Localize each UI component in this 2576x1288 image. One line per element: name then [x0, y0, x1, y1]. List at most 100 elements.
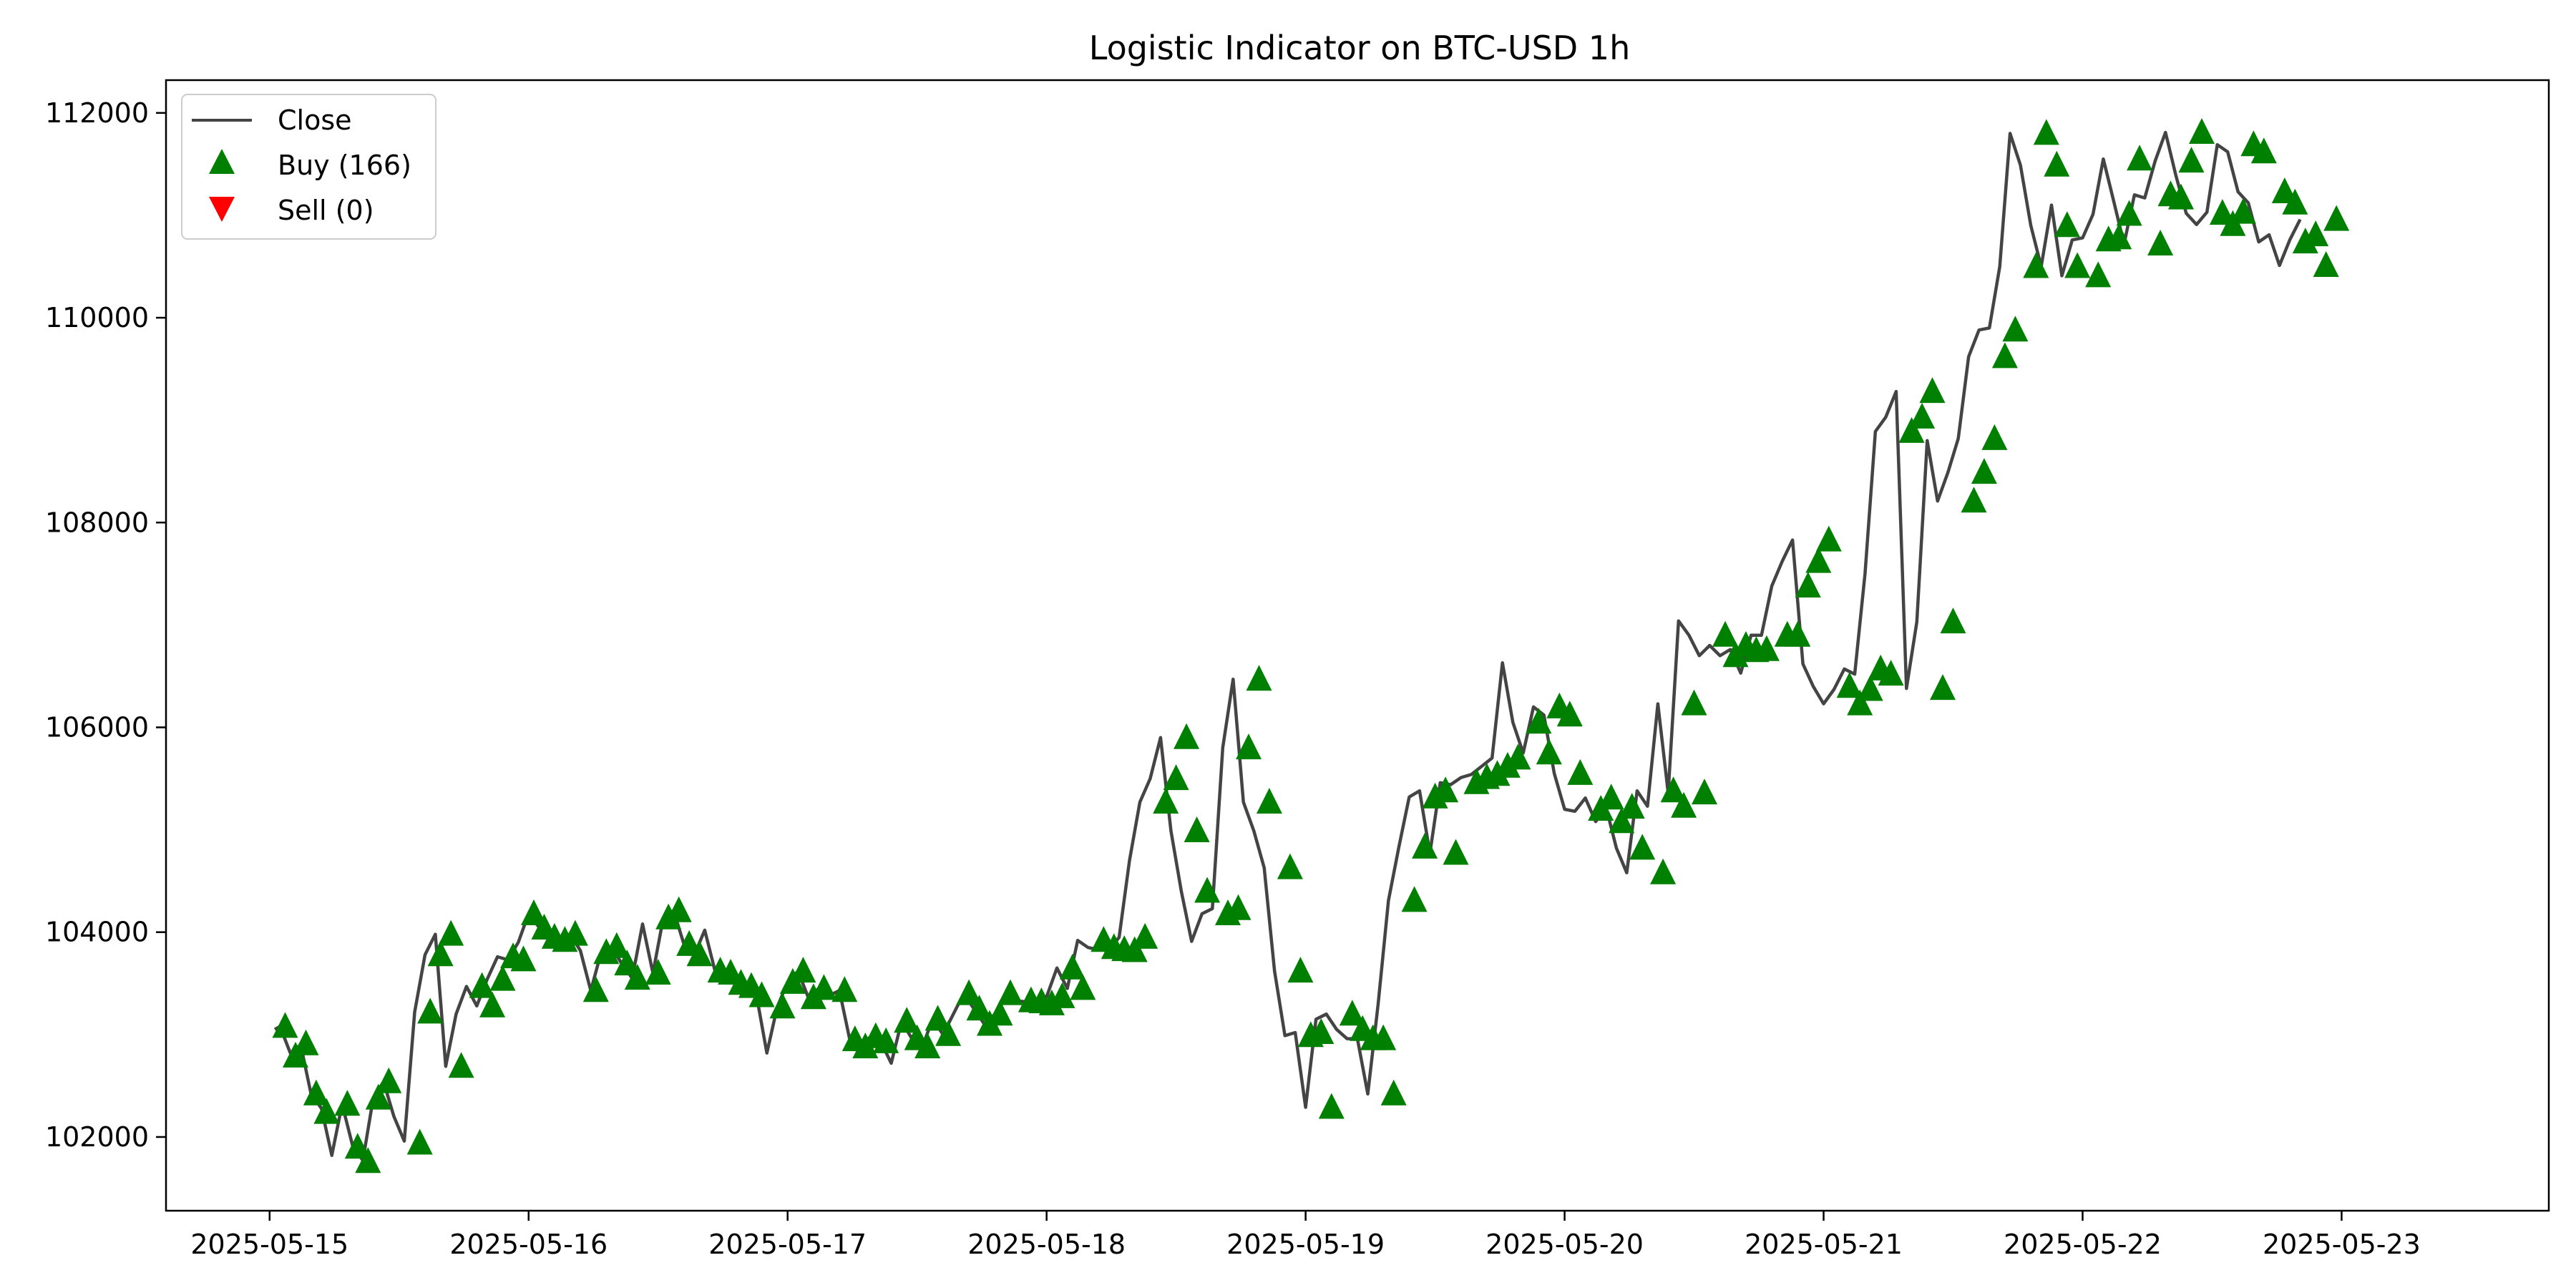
x-tick-label: 2025-05-22: [2004, 1229, 2162, 1260]
buy-marker: [562, 919, 588, 946]
buy-marker: [1795, 572, 1821, 597]
buy-marker: [935, 1020, 962, 1046]
buy-marker: [1629, 834, 1656, 860]
buy-marker: [665, 896, 692, 922]
buy-marker: [1225, 894, 1252, 920]
buy-marker: [1184, 816, 1210, 842]
legend-buy-label: Buy (166): [278, 150, 411, 181]
y-tick-label: 108000: [45, 507, 149, 538]
buy-marker: [1650, 858, 1677, 884]
buy-marker: [1981, 424, 2008, 450]
buy-marker: [2023, 252, 2049, 278]
buy-marker: [2054, 211, 2080, 238]
buy-marker: [997, 979, 1023, 1005]
buy-marker: [686, 940, 713, 967]
buy-marker: [1940, 608, 1966, 634]
x-tick-label: 2025-05-15: [190, 1229, 348, 1260]
buy-marker: [1236, 733, 1262, 760]
x-tick-label: 2025-05-21: [1745, 1229, 1903, 1260]
buy-marker: [406, 1128, 433, 1155]
buy-marker: [790, 957, 816, 983]
buy-marker: [748, 981, 775, 1008]
buy-marker: [1805, 547, 1832, 573]
buy-marker: [914, 1033, 941, 1058]
buy-marker: [624, 964, 650, 990]
buy-marker: [521, 899, 547, 925]
buy-marker: [1132, 922, 1158, 949]
buy-marker: [2002, 316, 2029, 342]
buy-marker: [355, 1147, 381, 1174]
buy-marker: [1370, 1024, 1397, 1050]
buy-marker: [2044, 150, 2070, 177]
buy-marker: [1878, 660, 1904, 686]
buy-marker: [344, 1133, 371, 1159]
buy-marker: [1930, 674, 1956, 701]
buy-marker: [1121, 936, 1148, 962]
buy-marker: [1049, 982, 1075, 1008]
x-tick-label: 2025-05-20: [1485, 1229, 1644, 1260]
x-tick-label: 2025-05-18: [967, 1229, 1126, 1260]
buy-marker: [1753, 635, 1780, 661]
buy-marker: [655, 903, 682, 930]
buy-marker: [2230, 197, 2256, 224]
buy-marker: [1847, 689, 1873, 716]
chart-title: Logistic Indicator on BTC-USD 1h: [1089, 29, 1630, 67]
buy-marker: [987, 1000, 1013, 1026]
buy-marker: [1609, 807, 1635, 834]
buy-marker: [1660, 776, 1687, 803]
buy-marker: [614, 950, 640, 976]
buy-marker: [1380, 1079, 1407, 1106]
buy-marker: [603, 932, 630, 958]
buy-marker: [2323, 205, 2350, 231]
y-tick-label: 110000: [45, 302, 149, 333]
buy-marker: [645, 959, 671, 985]
buy-marker: [1277, 853, 1303, 879]
buy-marker: [1246, 665, 1272, 691]
buy-marker: [1971, 458, 1997, 484]
buy-marker: [1712, 620, 1738, 647]
x-tick-label: 2025-05-17: [708, 1229, 867, 1260]
buy-marker: [1287, 957, 1314, 983]
y-tick-label: 104000: [45, 917, 149, 948]
legend-sell-label: Sell (0): [278, 195, 374, 226]
buy-marker: [2168, 183, 2194, 210]
buy-marker: [1671, 791, 1697, 818]
buy-marker: [510, 945, 537, 972]
buy-marker: [1898, 416, 1925, 443]
buy-marker: [479, 991, 506, 1018]
y-axis: 102000 104000 106000 108000 110000 112000: [45, 97, 166, 1153]
buy-marker: [1038, 989, 1065, 1015]
buy-marker: [1536, 738, 1562, 765]
buy-marker: [365, 1083, 391, 1110]
legend: Close Buy (166) Sell (0): [181, 94, 436, 240]
buy-marker: [1556, 701, 1583, 727]
buy-marker: [894, 1007, 920, 1033]
buy-marker: [376, 1067, 402, 1093]
buy-marker: [1339, 1000, 1365, 1026]
buy-marker: [1153, 788, 1179, 814]
buy-marker: [334, 1090, 361, 1116]
buy-marker: [582, 976, 609, 1002]
buy-marker: [1163, 764, 1189, 791]
buy-marker: [873, 1027, 899, 1053]
buy-marker: [313, 1098, 340, 1124]
buy-marker: [1909, 402, 1936, 429]
x-axis: 2025-05-15 2025-05-16 2025-05-17 2025-05-18…: [190, 1211, 2421, 1260]
buy-marker: [489, 965, 516, 991]
plot-area: [272, 118, 2350, 1174]
buy-marker: [1815, 525, 1842, 552]
y-tick-label: 112000: [45, 97, 149, 129]
buy-marker: [2292, 228, 2318, 254]
buy-marker: [1318, 1093, 1345, 1119]
buy-marker: [1401, 886, 1428, 912]
legend-box: [181, 94, 436, 240]
legend-buy-swatch: [209, 149, 235, 174]
buy-marker: [2303, 220, 2329, 247]
buy-marker: [272, 1012, 298, 1038]
buy-marker: [1567, 758, 1594, 785]
buy-marker: [303, 1079, 329, 1106]
buy-marker: [1619, 793, 1645, 819]
buy-marker: [1070, 974, 1096, 1000]
buy-marker: [2033, 119, 2059, 145]
buy-marker: [2282, 188, 2308, 215]
